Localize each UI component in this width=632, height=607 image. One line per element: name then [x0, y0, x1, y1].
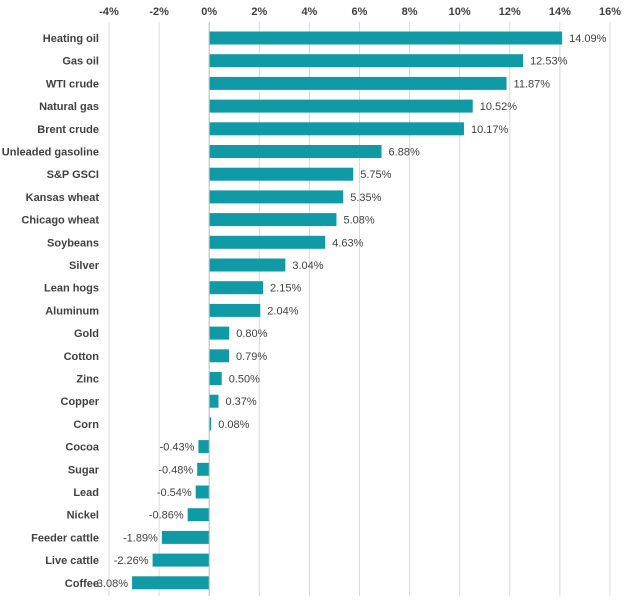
category-label: Coffee: [65, 578, 99, 590]
data-label: -1.89%: [123, 532, 158, 544]
category-label: WTI crude: [46, 78, 99, 90]
bar: [209, 372, 222, 385]
data-label: 0.08%: [218, 419, 249, 431]
x-tick-label: -2%: [149, 6, 169, 18]
category-label: Nickel: [67, 510, 99, 522]
bar: [209, 394, 219, 408]
x-tick-label: 16%: [599, 6, 621, 18]
x-tick-label: 12%: [499, 6, 521, 18]
bar: [198, 440, 210, 454]
x-axis-ticks: -4% -2% 0% 2% 4% 6% 8% 10% 12% 14% 16%: [99, 6, 621, 18]
bar: [161, 530, 210, 544]
bar: [195, 485, 210, 499]
bar: [209, 349, 229, 363]
bar: [209, 213, 337, 227]
x-tick-label: 10%: [449, 6, 471, 18]
data-label: -2.26%: [114, 555, 149, 567]
bar: [209, 258, 286, 272]
category-label: Live cattle: [45, 555, 99, 567]
category-label: Lead: [73, 487, 99, 499]
bar: [209, 31, 563, 45]
data-label: 12.53%: [530, 56, 568, 68]
category-label: Sugar: [68, 464, 100, 476]
bar: [209, 54, 524, 68]
bar: [152, 553, 210, 567]
category-label: Kansas wheat: [26, 192, 100, 204]
data-label: 5.08%: [343, 215, 374, 227]
data-label: 11.87%: [514, 78, 551, 90]
category-label: Chicago wheat: [21, 215, 99, 227]
category-label: Zinc: [76, 374, 99, 386]
bar: [209, 190, 344, 204]
data-label: 14.09%: [569, 33, 607, 45]
category-label: Unleaded gasoline: [2, 147, 99, 159]
category-label: Silver: [69, 260, 100, 272]
data-label: 10.52%: [480, 101, 518, 113]
x-tick-label: 2%: [251, 6, 267, 18]
category-label: Gas oil: [62, 56, 99, 68]
data-label: 3.04%: [292, 260, 323, 272]
bar: [132, 576, 210, 590]
x-tick-label: 0%: [201, 6, 217, 18]
bar: [187, 508, 210, 522]
category-label: Cotton: [64, 351, 100, 363]
category-labels: Heating oil Gas oil WTI crude Natural gas Br…: [2, 33, 100, 590]
bar: [209, 326, 230, 340]
category-label: Cocoa: [65, 442, 100, 454]
x-tick-label: 6%: [352, 6, 368, 18]
data-label: -0.43%: [160, 442, 195, 454]
data-label: 6.88%: [389, 147, 420, 159]
category-label: Natural gas: [39, 101, 99, 113]
bar: [197, 462, 210, 476]
category-label: Lean hogs: [44, 283, 99, 295]
x-tick-label: 8%: [402, 6, 418, 18]
data-label: 10.17%: [471, 124, 509, 136]
bar: [209, 281, 264, 295]
data-label: -0.54%: [157, 487, 192, 499]
category-label: S&P GSCI: [47, 169, 99, 181]
category-label: Gold: [74, 328, 99, 340]
data-label: 5.75%: [360, 169, 391, 181]
category-label: Aluminum: [45, 305, 99, 317]
bar: [209, 303, 261, 317]
category-label: Heating oil: [43, 33, 99, 45]
category-label: Feeder cattle: [31, 532, 99, 544]
category-label: Copper: [61, 396, 100, 408]
bar: [209, 167, 354, 181]
bar: [209, 145, 382, 158]
bars: [132, 31, 563, 590]
data-label: 0.50%: [229, 374, 260, 386]
data-labels: 14.09%12.53% 11.87% 10.52% 10.17% 6.88% 5.75%…: [93, 33, 606, 590]
bar: [209, 417, 212, 431]
bar: [209, 99, 473, 113]
category-label: Brent crude: [37, 124, 99, 136]
data-label: -0.48%: [158, 464, 193, 476]
data-label: 5.35%: [350, 192, 381, 204]
x-tick-label: 14%: [549, 6, 571, 18]
bar: [209, 76, 507, 90]
data-label: 2.04%: [267, 305, 298, 317]
x-tick-label: -4%: [99, 6, 119, 18]
x-tick-label: 4%: [301, 6, 317, 18]
data-label: 0.79%: [236, 351, 267, 363]
data-label: 2.15%: [270, 283, 301, 295]
bar: [209, 235, 326, 249]
category-label: Corn: [73, 419, 99, 431]
data-label: 0.80%: [236, 328, 267, 340]
category-label: Soybeans: [47, 237, 99, 249]
data-label: -3.08%: [93, 578, 128, 590]
data-label: -0.86%: [149, 510, 184, 522]
data-label: 0.37%: [225, 396, 256, 408]
data-label: 4.63%: [332, 237, 363, 249]
bar: [209, 122, 464, 136]
